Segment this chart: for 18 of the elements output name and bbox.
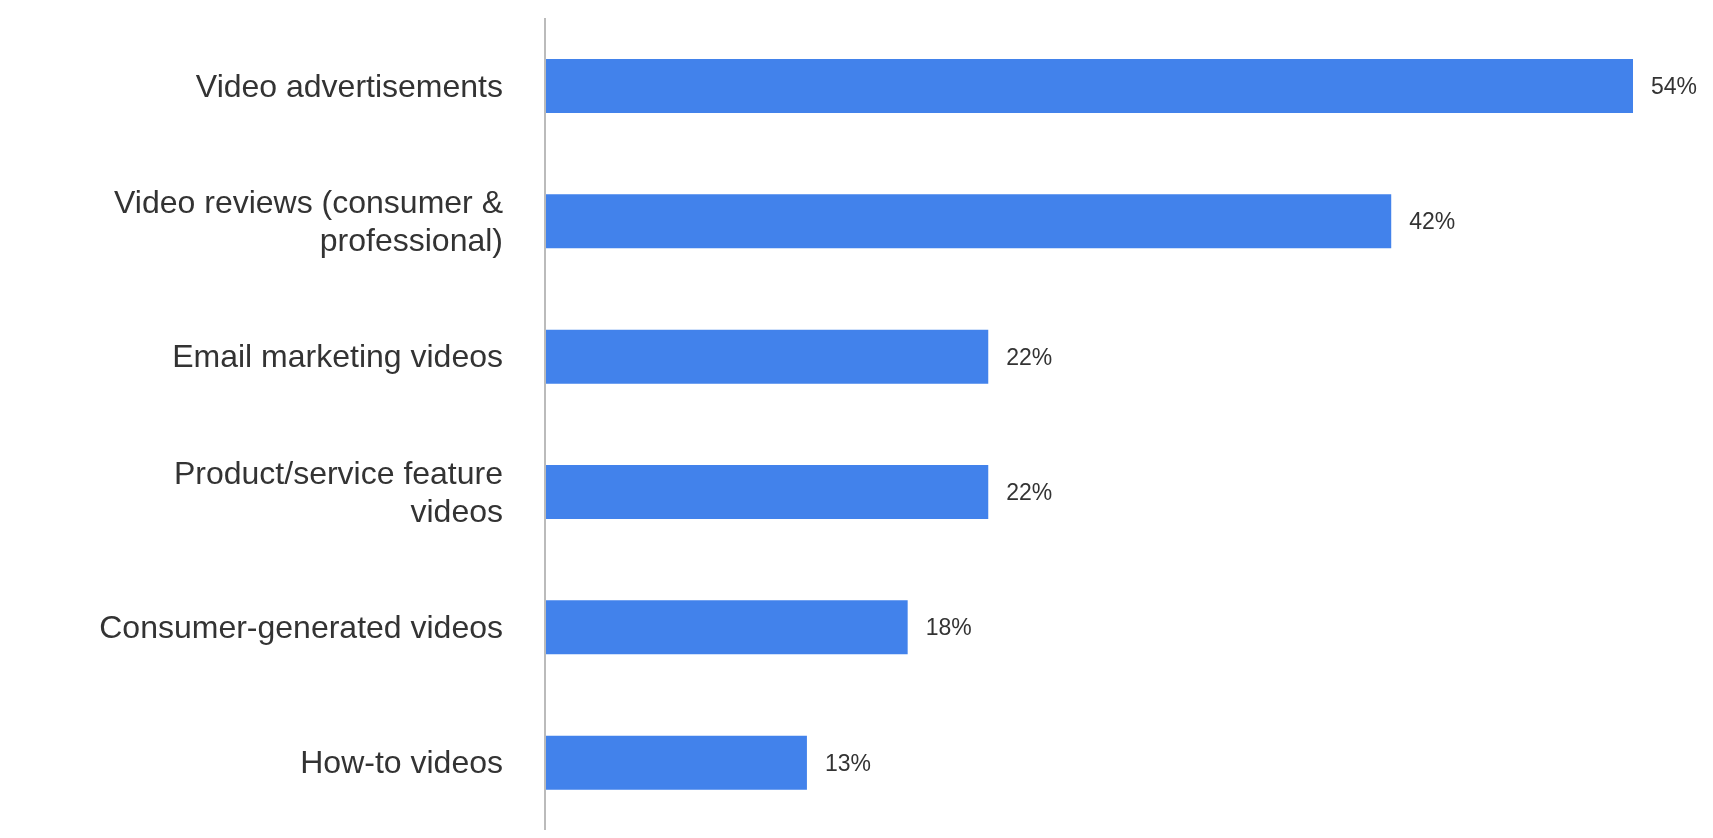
y-tick-label: How-to videos <box>300 744 503 781</box>
data-label: 22% <box>1006 343 1053 370</box>
bar <box>545 465 989 519</box>
data-label: 54% <box>1651 73 1698 99</box>
y-tick-label: Product/service feature videos <box>173 454 503 529</box>
bar <box>545 329 989 384</box>
y-tick-label: Video advertisements <box>195 67 503 104</box>
y-tick-label: Consumer-generated videos <box>99 609 503 645</box>
y-tick-label: Video reviews (consumer & professional) <box>114 184 503 258</box>
data-label: 18% <box>925 614 972 641</box>
bar <box>545 600 908 655</box>
bar <box>545 59 1633 113</box>
bar <box>545 735 807 790</box>
bar <box>545 194 1392 249</box>
y-tick-label: Email marketing videos <box>172 338 503 375</box>
data-label: 22% <box>1006 479 1053 505</box>
data-label: 13% <box>824 749 871 776</box>
data-label: 42% <box>1409 208 1456 235</box>
